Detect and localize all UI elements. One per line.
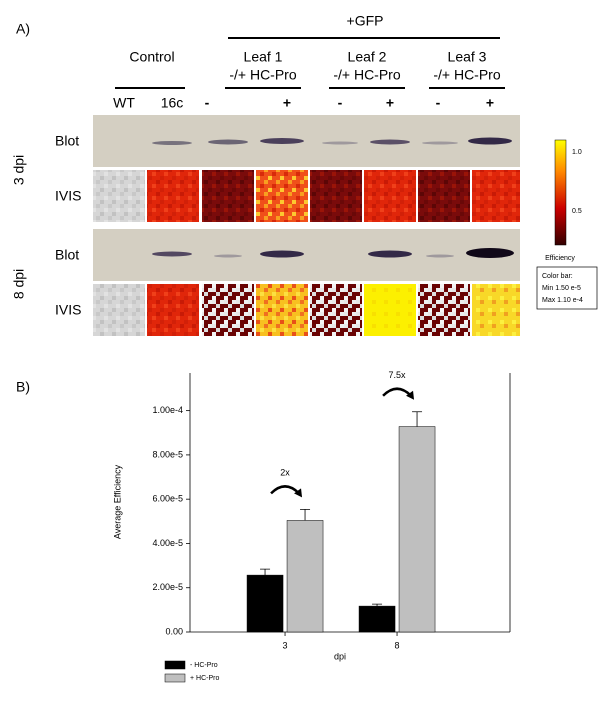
legend-swatch — [164, 673, 186, 683]
annotation-arrowhead — [406, 390, 415, 400]
lane-labels: WT 16c - + - + - + — [113, 95, 494, 111]
colorbar-tick: 0.5 — [572, 208, 582, 215]
bar — [246, 574, 284, 633]
lane-label: WT — [113, 95, 135, 111]
leaf-header: -/+ HC-Pro — [433, 67, 501, 83]
group-header: +GFP — [347, 13, 384, 29]
annotation-arrowhead — [294, 488, 303, 498]
legend-label: - HC-Pro — [190, 662, 218, 669]
error-bar — [372, 603, 383, 607]
bar — [398, 426, 436, 633]
lane-label: + — [386, 95, 394, 111]
colorbar-tick: 1.0 — [572, 149, 582, 156]
leaf-header: Leaf 2 — [348, 49, 387, 65]
leaf-header: -/+ HC-Pro — [229, 67, 297, 83]
y-tick-label: 4.00e-5 — [152, 538, 183, 548]
legend-swatch — [164, 660, 186, 670]
colorbar — [554, 139, 567, 246]
row-label: IVIS — [55, 302, 81, 318]
ivis-row — [93, 284, 520, 336]
annotation: 7.5x — [389, 370, 407, 380]
y-tick-label: 1.00e-4 — [152, 405, 183, 415]
leaf-header: -/+ HC-Pro — [333, 67, 401, 83]
y-tick-label: 6.00e-5 — [152, 494, 183, 504]
x-tick-label: 3 — [283, 640, 288, 650]
lane-label: 16c — [161, 95, 184, 111]
y-axis-label: Average Efficiency — [112, 464, 122, 539]
row-label: Blot — [55, 247, 79, 263]
x-axis-label: dpi — [334, 651, 346, 661]
error-bar — [260, 568, 271, 576]
annotation-arrow — [270, 485, 300, 495]
lane-label: - — [338, 95, 343, 111]
lane-label: - — [436, 95, 441, 111]
y-tick-label: 2.00e-5 — [152, 582, 183, 592]
row-label: Blot — [55, 133, 79, 149]
time-label: 3 dpi — [11, 155, 27, 185]
annotation-arrow — [382, 387, 412, 397]
colorbar-note: Max 1.10 e-4 — [542, 297, 583, 304]
chart: 0.00 2.00e-5 4.00e-5 6.00e-5 8.00e-5 1.00e-4 3… — [152, 370, 511, 683]
colorbar-note: Min 1.50 e-5 — [542, 285, 581, 292]
panel-label: B) — [16, 379, 30, 395]
colorbar-note: Color bar: — [542, 273, 573, 280]
bar — [286, 520, 324, 633]
control-header: Control — [129, 49, 174, 65]
leaf-header: Leaf 1 — [244, 49, 283, 65]
error-bar — [300, 508, 311, 521]
leaf-header: Leaf 3 — [448, 49, 487, 65]
row-labels: 3 dpi Blot IVIS 8 dpi Blot IVIS — [11, 133, 82, 318]
blot-image — [93, 229, 520, 281]
colorbar-label: Efficiency — [545, 255, 575, 262]
y-tick-label: 8.00e-5 — [152, 449, 183, 459]
bar — [358, 605, 396, 633]
time-label: 8 dpi — [11, 269, 27, 299]
annotation: 2x — [280, 468, 290, 478]
error-bar — [412, 411, 423, 427]
row-label: IVIS — [55, 188, 81, 204]
panel-label: A) — [16, 21, 30, 37]
lane-label: + — [283, 95, 291, 111]
ivis-row — [93, 170, 520, 222]
x-tick-label: 8 — [395, 640, 400, 650]
legend-label: + HC-Pro — [190, 675, 219, 682]
blot-image — [93, 115, 520, 167]
lane-label: - — [205, 95, 210, 111]
y-tick-label: 0.00 — [165, 626, 183, 636]
lane-label: + — [486, 95, 494, 111]
leaf-headers: Leaf 1 -/+ HC-Pro Leaf 2 -/+ HC-Pro Leaf 3 -/… — [225, 49, 505, 89]
colorbar-box — [536, 266, 598, 310]
